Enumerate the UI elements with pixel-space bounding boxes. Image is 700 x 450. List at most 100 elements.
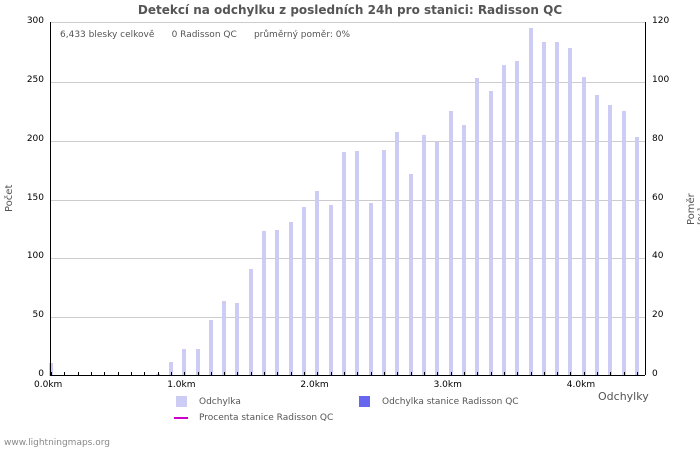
x-minor-tick bbox=[397, 372, 399, 376]
bar bbox=[448, 111, 453, 376]
stats-ratio: průměrný poměr: 0% bbox=[253, 30, 351, 40]
bar bbox=[328, 205, 333, 376]
x-minor-tick bbox=[344, 372, 346, 376]
x-minor-tick bbox=[623, 372, 625, 376]
x-minor-tick bbox=[517, 372, 519, 376]
y-tick-label: 0 bbox=[38, 369, 44, 379]
x-minor-tick bbox=[64, 372, 66, 376]
x-minor-tick bbox=[237, 372, 239, 376]
x-minor-tick bbox=[597, 372, 599, 376]
y-tick-label: 50 bbox=[32, 310, 44, 321]
y2-tick-label: 80 bbox=[652, 133, 664, 144]
x-minor-tick bbox=[144, 372, 146, 376]
bar bbox=[382, 150, 386, 376]
x-minor-tick bbox=[450, 372, 452, 376]
y-axis-right bbox=[645, 22, 646, 375]
x-minor-tick bbox=[557, 372, 559, 376]
bar bbox=[475, 78, 480, 376]
bar bbox=[488, 91, 493, 376]
bar bbox=[49, 363, 53, 376]
y-tick-label: 300 bbox=[26, 16, 44, 26]
bar bbox=[288, 221, 293, 376]
x-minor-tick bbox=[197, 372, 199, 376]
stats-total: 6,433 blesky celkově bbox=[60, 30, 155, 40]
bar bbox=[235, 303, 240, 376]
x-tick-label: 3.0km bbox=[433, 380, 462, 390]
x-minor-tick bbox=[290, 372, 292, 376]
bar bbox=[501, 65, 506, 376]
x-minor-tick bbox=[610, 372, 612, 376]
bar bbox=[262, 231, 267, 376]
x-minor-tick bbox=[170, 372, 172, 376]
x-minor-tick bbox=[437, 372, 439, 376]
y2-tick-label: 60 bbox=[652, 192, 664, 203]
x-minor-tick bbox=[250, 372, 252, 376]
bar bbox=[368, 203, 373, 376]
plot-area bbox=[49, 22, 645, 376]
gridline bbox=[50, 258, 645, 260]
gridline bbox=[50, 199, 645, 201]
bar bbox=[621, 111, 626, 376]
x-minor-tick bbox=[304, 372, 306, 376]
bar bbox=[435, 141, 440, 376]
bar bbox=[595, 94, 600, 376]
x-minor-tick bbox=[104, 372, 106, 376]
bar bbox=[461, 125, 466, 376]
legend-odchylka: Odchylka bbox=[199, 397, 241, 407]
x-minor-tick bbox=[330, 372, 332, 376]
legend-station: Odchylka stanice Radisson QC bbox=[382, 397, 519, 407]
gridline bbox=[50, 317, 645, 319]
x-minor-tick bbox=[317, 372, 319, 376]
bar bbox=[395, 132, 400, 376]
y2-tick-label: 20 bbox=[652, 310, 664, 321]
footer-link[interactable]: www.lightningmaps.org bbox=[4, 438, 110, 448]
y2-tick-label: 100 bbox=[652, 74, 670, 85]
legend-swatch-odchylka bbox=[176, 396, 187, 407]
bar bbox=[568, 47, 573, 376]
bar bbox=[222, 300, 227, 376]
bar bbox=[182, 348, 187, 376]
legend-swatch-station bbox=[359, 396, 370, 407]
y-tick-label: 100 bbox=[26, 251, 44, 262]
x-minor-tick bbox=[51, 372, 52, 376]
x-minor-tick bbox=[157, 372, 159, 376]
bar bbox=[315, 191, 320, 376]
x-minor-tick bbox=[130, 372, 132, 376]
stats-line: 6,433 blesky celkově 0 Radisson QC průmě… bbox=[60, 30, 350, 40]
y-axis-left-label: Počet bbox=[4, 184, 15, 212]
bar bbox=[421, 134, 426, 376]
bar bbox=[635, 137, 640, 376]
y-tick-label: 150 bbox=[26, 192, 44, 203]
y-tick-label: 250 bbox=[26, 74, 44, 85]
bar bbox=[168, 361, 173, 376]
x-minor-tick bbox=[370, 372, 372, 376]
x-minor-tick bbox=[543, 372, 545, 376]
bar bbox=[208, 319, 213, 376]
x-minor-tick bbox=[277, 372, 279, 376]
x-minor-tick bbox=[570, 372, 572, 376]
bar bbox=[515, 60, 520, 376]
y-axis-left bbox=[50, 22, 51, 375]
bar bbox=[275, 230, 280, 376]
x-minor-tick bbox=[357, 372, 359, 376]
bar bbox=[195, 348, 200, 376]
gridline bbox=[50, 81, 645, 83]
x-minor-tick bbox=[583, 372, 585, 376]
bar bbox=[408, 173, 413, 376]
x-minor-tick bbox=[410, 372, 412, 376]
y-tick-label: 200 bbox=[26, 133, 44, 144]
bar bbox=[581, 77, 586, 376]
legend-line-percent bbox=[174, 417, 188, 419]
x-minor-tick bbox=[210, 372, 212, 376]
x-minor-tick bbox=[77, 372, 79, 376]
x-minor-tick bbox=[530, 372, 532, 376]
bar bbox=[355, 151, 360, 376]
legend-percent: Procenta stanice Radisson QC bbox=[199, 413, 334, 423]
x-tick-label: 4.0km bbox=[566, 380, 596, 390]
bar bbox=[555, 41, 560, 376]
x-axis-label: Odchylky bbox=[598, 390, 649, 403]
x-minor-tick bbox=[224, 372, 226, 376]
x-minor-tick bbox=[637, 372, 639, 376]
bar bbox=[528, 27, 533, 376]
x-axis bbox=[50, 375, 645, 376]
